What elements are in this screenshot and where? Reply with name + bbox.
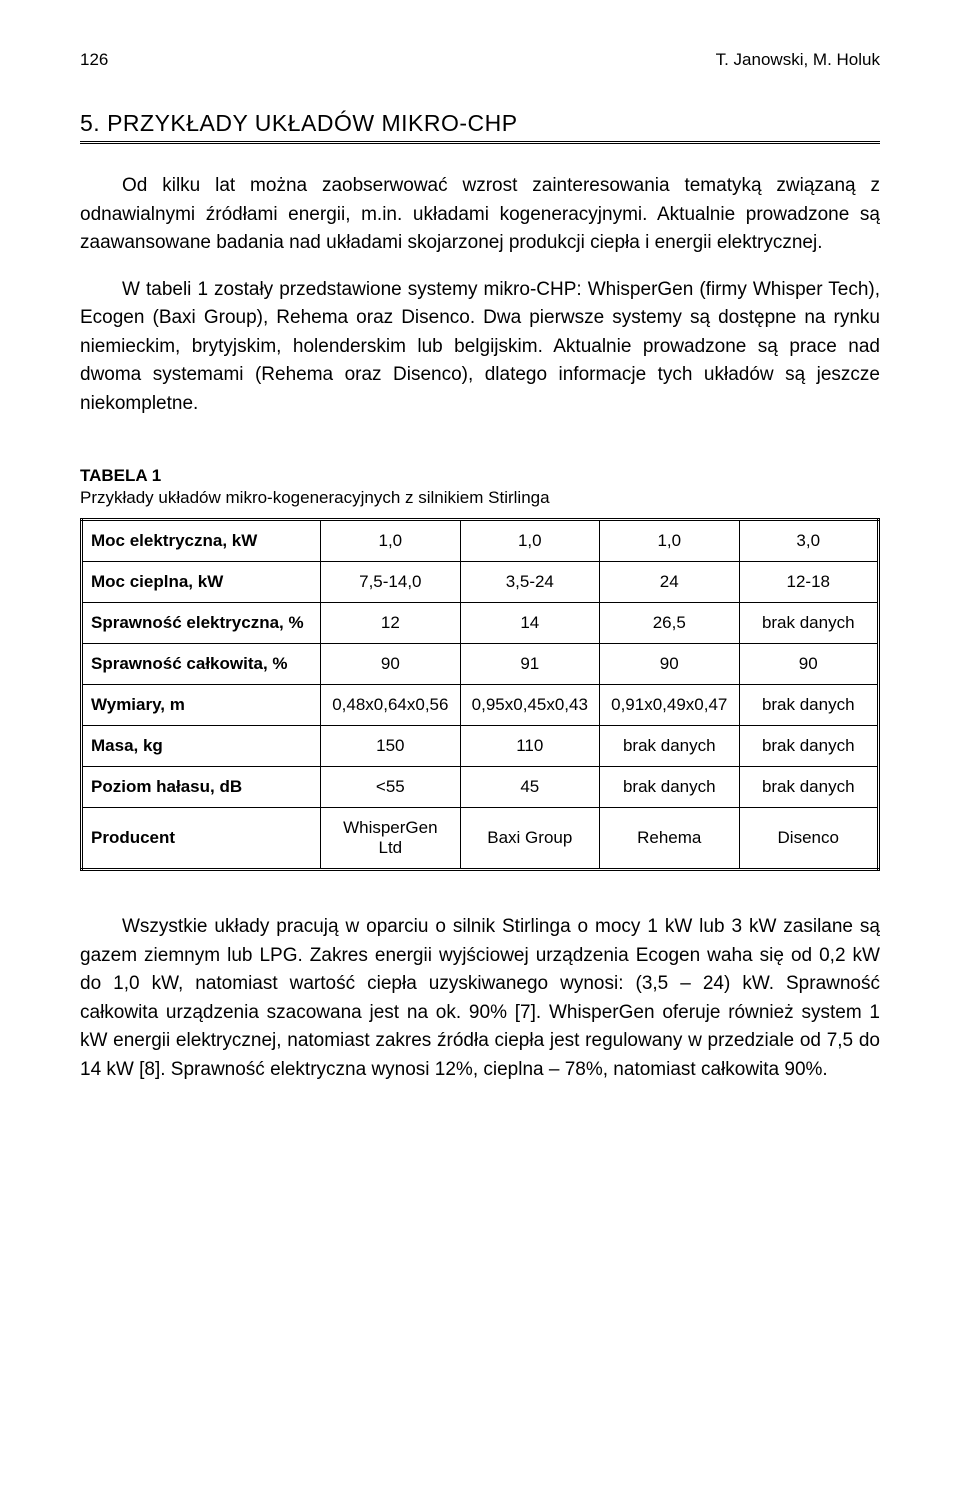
paragraph-3: Wszystkie układy pracują w oparciu o sil… — [80, 913, 880, 1084]
cell: 12 — [321, 603, 460, 644]
cell: brak danych — [600, 726, 739, 767]
cell: WhisperGen Ltd — [321, 808, 460, 870]
cell: 91 — [460, 644, 599, 685]
row-label: Poziom hałasu, dB — [82, 767, 321, 808]
cell: <55 — [321, 767, 460, 808]
table-row: Sprawność całkowita, % 90 91 90 90 — [82, 644, 879, 685]
table-caption-label: TABELA 1 — [80, 466, 880, 486]
cell: 45 — [460, 767, 599, 808]
data-table: Moc elektryczna, kW 1,0 1,0 1,0 3,0 Moc … — [80, 518, 880, 871]
cell: 110 — [460, 726, 599, 767]
cell: Rehema — [600, 808, 739, 870]
cell: 90 — [600, 644, 739, 685]
running-head-authors: T. Janowski, M. Holuk — [716, 50, 880, 70]
cell: Disenco — [739, 808, 879, 870]
cell: Baxi Group — [460, 808, 599, 870]
table-row: Sprawność elektryczna, % 12 14 26,5 brak… — [82, 603, 879, 644]
row-label: Sprawność całkowita, % — [82, 644, 321, 685]
cell: brak danych — [739, 603, 879, 644]
section-heading: 5. PRZYKŁADY UKŁADÓW MIKRO-CHP — [80, 110, 880, 137]
paragraph-2: W tabeli 1 zostały przedstawione systemy… — [80, 276, 880, 419]
cell: 12-18 — [739, 562, 879, 603]
running-header: 126 T. Janowski, M. Holuk — [80, 50, 880, 70]
paragraph-1: Od kilku lat można zaobserwować wzrost z… — [80, 172, 880, 258]
cell: 3,5-24 — [460, 562, 599, 603]
cell: 0,91x0,49x0,47 — [600, 685, 739, 726]
cell: brak danych — [600, 767, 739, 808]
row-label: Moc cieplna, kW — [82, 562, 321, 603]
cell: 1,0 — [600, 520, 739, 562]
row-label: Moc elektryczna, kW — [82, 520, 321, 562]
cell: 14 — [460, 603, 599, 644]
cell: 3,0 — [739, 520, 879, 562]
cell: brak danych — [739, 767, 879, 808]
cell: brak danych — [739, 726, 879, 767]
cell: brak danych — [739, 685, 879, 726]
table-row: Producent WhisperGen Ltd Baxi Group Rehe… — [82, 808, 879, 870]
cell: 24 — [600, 562, 739, 603]
table-row: Moc cieplna, kW 7,5-14,0 3,5-24 24 12-18 — [82, 562, 879, 603]
section-rule — [80, 141, 880, 144]
page: 126 T. Janowski, M. Holuk 5. PRZYKŁADY U… — [0, 0, 960, 1162]
row-label: Sprawność elektryczna, % — [82, 603, 321, 644]
cell: 26,5 — [600, 603, 739, 644]
cell: 0,48x0,64x0,56 — [321, 685, 460, 726]
cell: 90 — [739, 644, 879, 685]
cell: 90 — [321, 644, 460, 685]
cell: 7,5-14,0 — [321, 562, 460, 603]
cell: 0,95x0,45x0,43 — [460, 685, 599, 726]
cell: 1,0 — [321, 520, 460, 562]
row-label: Masa, kg — [82, 726, 321, 767]
row-label: Wymiary, m — [82, 685, 321, 726]
cell: 1,0 — [460, 520, 599, 562]
table-caption-text: Przykłady układów mikro-kogeneracyjnych … — [80, 488, 880, 508]
cell: 150 — [321, 726, 460, 767]
row-label: Producent — [82, 808, 321, 870]
table-row: Poziom hałasu, dB <55 45 brak danych bra… — [82, 767, 879, 808]
table-row: Wymiary, m 0,48x0,64x0,56 0,95x0,45x0,43… — [82, 685, 879, 726]
page-number: 126 — [80, 50, 108, 70]
table-row: Masa, kg 150 110 brak danych brak danych — [82, 726, 879, 767]
table-row: Moc elektryczna, kW 1,0 1,0 1,0 3,0 — [82, 520, 879, 562]
